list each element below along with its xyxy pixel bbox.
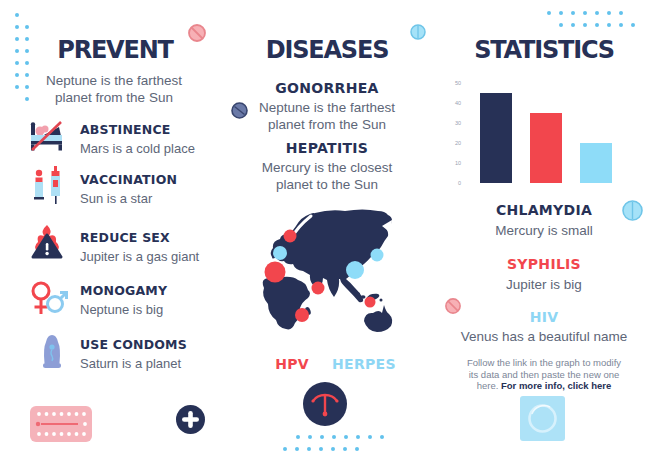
fire-warning-icon: [30, 224, 64, 260]
dot-grid-top-right: [595, 11, 599, 15]
dot-grid-middle: [283, 447, 287, 451]
prohibited-icon: [188, 24, 206, 42]
dot-grid-middle: [368, 435, 372, 439]
pill-blister-pack-icon: [30, 406, 92, 442]
statistics-title: STATISTICS: [444, 36, 644, 64]
dot-grid-top-right: [571, 23, 575, 27]
navy-pill-icon: [231, 102, 248, 119]
dot-grid-top-left: [25, 25, 29, 29]
prevent-item-title: ABSTINENCE: [80, 122, 171, 137]
disease-name: GONORRHEA: [227, 80, 427, 96]
dot-grid-top-left: [15, 25, 19, 29]
dot-grid-middle: [308, 435, 312, 439]
infographic-page: PREVENT Neptune is the farthest planet f…: [0, 0, 655, 463]
stat-name: SYPHILIS: [444, 256, 644, 272]
dot-grid-middle: [355, 447, 359, 451]
dot-grid-middle: [343, 447, 347, 451]
syringes-icon: [34, 166, 62, 206]
dot-grid-top-right: [547, 11, 551, 15]
dot-grid-middle: [295, 447, 299, 451]
dot-grid-middle: [344, 435, 348, 439]
dot-grid-top-right: [619, 23, 623, 27]
dot-grid-middle: [320, 435, 324, 439]
prevent-item-title: VACCINATION: [80, 172, 177, 187]
prevent-item-text: Sun is a star: [80, 191, 152, 206]
prevent-item-text: Saturn is a planet: [80, 356, 181, 371]
stat-name: HIV: [444, 309, 644, 325]
condom-icon: [41, 333, 63, 372]
prevent-subtitle: Neptune is the farthest planet from the …: [28, 72, 200, 106]
dot-grid-top-left: [15, 73, 19, 77]
dot-grid-top-right: [607, 23, 611, 27]
dot-grid-middle: [380, 435, 384, 439]
dot-grid-top-right: [559, 11, 563, 15]
dot-grid-top-right: [595, 23, 599, 27]
dot-grid-top-right: [559, 23, 563, 27]
dot-grid-top-right: [631, 23, 635, 27]
dot-grid-top-left: [15, 13, 19, 17]
dot-grid-top-right: [583, 23, 587, 27]
blue-pill-icon: [622, 200, 643, 221]
plus-icon: [176, 405, 205, 434]
prevent-title: PREVENT: [15, 36, 215, 64]
dot-grid-middle: [319, 447, 323, 451]
prevent-item-title: USE CONDOMS: [80, 337, 187, 352]
dot-grid-top-right: [583, 11, 587, 15]
iud-icon: [303, 382, 347, 426]
dot-grid-middle: [296, 435, 300, 439]
prevent-item-text: Mars is a cold place: [80, 141, 195, 156]
prevent-item-text: Jupiter is a gas giant: [80, 249, 199, 264]
dot-grid-middle: [307, 447, 311, 451]
disease-name: HEPATITIS: [227, 140, 427, 156]
stat-name: CHLAMYDIA: [444, 202, 644, 218]
stat-text: Venus has a beautiful name: [444, 328, 644, 345]
dot-grid-top-right: [607, 11, 611, 15]
dot-grid-middle: [356, 435, 360, 439]
gender-symbols-icon: [28, 278, 68, 318]
stat-text: Jupiter is big: [444, 276, 644, 293]
dot-grid-top-left: [25, 61, 29, 65]
condom-wrapper-icon: [520, 396, 565, 441]
dot-grid-top-left: [15, 61, 19, 65]
footnote-link[interactable]: For more info, click here: [501, 380, 611, 391]
chart-bar-chlamydia: [480, 93, 512, 183]
no-bed-icon: [28, 120, 66, 154]
chart-bar-syphilis: [530, 113, 562, 183]
disease-text: Mercury is the closest planet to the Sun: [242, 159, 412, 193]
dot-grid-middle: [332, 435, 336, 439]
dot-grid-middle: [331, 447, 335, 451]
dot-grid-top-left: [15, 85, 19, 89]
diseases-title: DISEASES: [227, 36, 427, 64]
prevent-item-title: MONOGAMY: [80, 283, 167, 298]
map-label-herpes: HERPES: [332, 356, 392, 372]
chart-bar-hiv: [580, 143, 612, 183]
world-map-illustration: [245, 193, 445, 338]
disease-text: Neptune is the farthest planet from the …: [242, 99, 412, 133]
stat-text: Mercury is small: [444, 222, 644, 239]
blue-pill-icon: [410, 24, 426, 40]
dot-grid-top-right: [619, 11, 623, 15]
prevent-item-title: REDUCE SEX: [80, 230, 170, 245]
prevent-item-text: Neptune is big: [80, 302, 163, 317]
map-label-hpv: HPV: [262, 356, 322, 372]
dot-grid-top-right: [571, 11, 575, 15]
footnote: Follow the link in the graph to modify i…: [461, 357, 627, 392]
